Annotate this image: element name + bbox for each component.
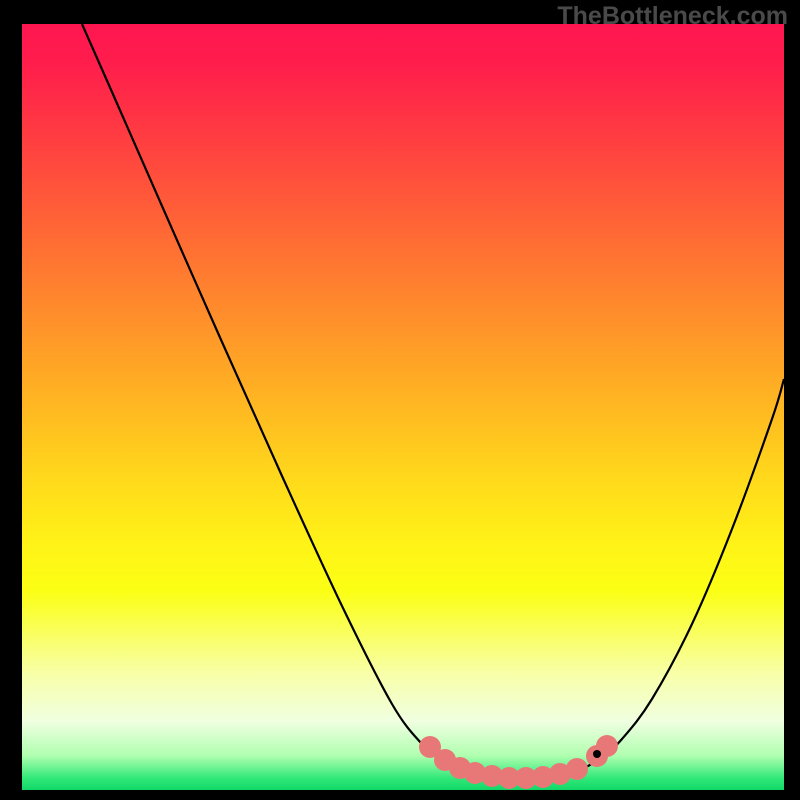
watermark-text: TheBottleneck.com [557, 2, 788, 31]
gradient-background [22, 24, 784, 790]
chart-container: TheBottleneck.com [0, 0, 800, 800]
plot-area [22, 24, 784, 790]
